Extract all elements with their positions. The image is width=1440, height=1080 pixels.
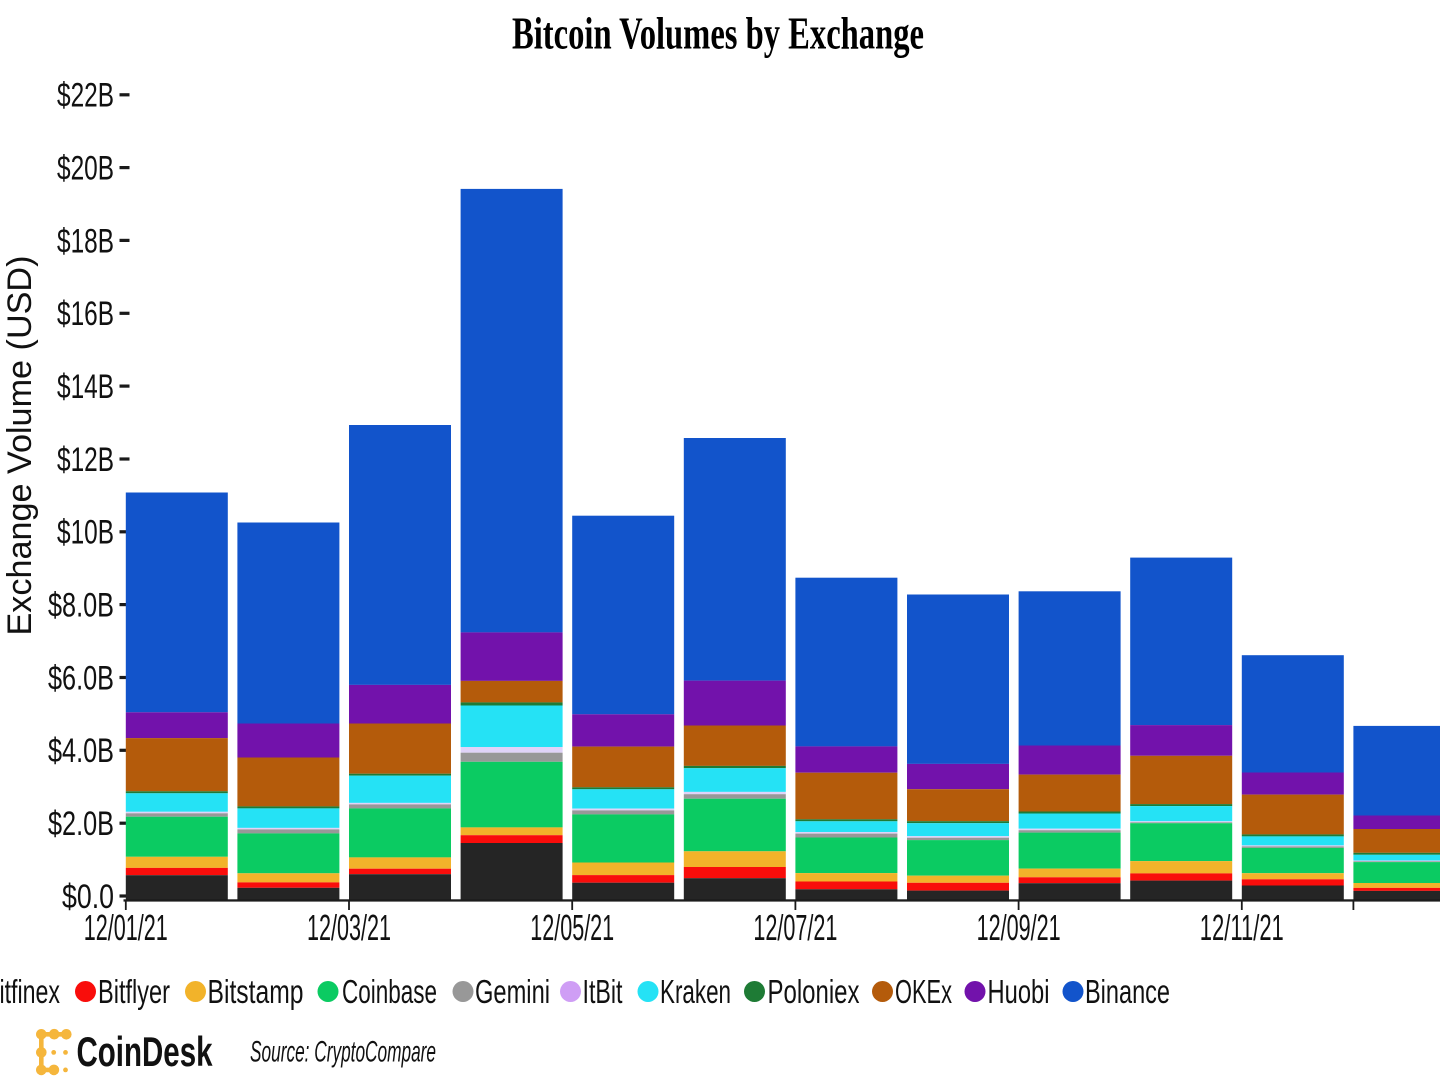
- svg-text:Bitstamp: Bitstamp: [208, 973, 304, 1010]
- svg-text:$6.0B: $6.0B: [48, 659, 114, 697]
- svg-text:$22B: $22B: [57, 77, 114, 115]
- svg-text:12/07/21: 12/07/21: [753, 907, 837, 948]
- svg-text:$2.0B: $2.0B: [48, 805, 114, 843]
- svg-text:12/11/21: 12/11/21: [1200, 907, 1284, 948]
- svg-text:Binance: Binance: [1085, 973, 1170, 1010]
- svg-text:Bitcoin Volumes by Exchange: Bitcoin Volumes by Exchange: [512, 8, 924, 59]
- svg-text:Bitflyer: Bitflyer: [98, 973, 170, 1010]
- svg-text:Source: CryptoCompare: Source: CryptoCompare: [250, 1036, 436, 1069]
- svg-text:$4.0B: $4.0B: [48, 732, 114, 770]
- svg-text:$20B: $20B: [57, 150, 114, 188]
- svg-text:$16B: $16B: [57, 295, 114, 333]
- svg-text:Gemini: Gemini: [475, 973, 550, 1010]
- svg-text:Exchange Volume (USD): Exchange Volume (USD): [1, 256, 39, 636]
- svg-text:Kraken: Kraken: [660, 973, 731, 1010]
- svg-text:Coinbase: Coinbase: [342, 973, 437, 1010]
- svg-text:$14B: $14B: [57, 368, 114, 406]
- svg-text:$10B: $10B: [57, 514, 114, 552]
- svg-text:ItBit: ItBit: [583, 973, 623, 1010]
- svg-text:12/01/21: 12/01/21: [84, 907, 168, 948]
- svg-text:$12B: $12B: [57, 441, 114, 479]
- svg-text:Huobi: Huobi: [988, 973, 1050, 1010]
- svg-text:CoinDesk: CoinDesk: [77, 1028, 213, 1075]
- svg-text:$0.0: $0.0: [62, 878, 114, 916]
- svg-text:12/05/21: 12/05/21: [530, 907, 614, 948]
- svg-text:12/03/21: 12/03/21: [307, 907, 391, 948]
- svg-text:$18B: $18B: [57, 222, 114, 260]
- svg-text:$8.0B: $8.0B: [48, 587, 114, 625]
- svg-text:12/09/21: 12/09/21: [977, 907, 1061, 948]
- svg-text:OKEx: OKEx: [895, 973, 952, 1010]
- svg-text:Poloniex: Poloniex: [768, 973, 860, 1010]
- svg-text:Bitfinex: Bitfinex: [0, 973, 60, 1010]
